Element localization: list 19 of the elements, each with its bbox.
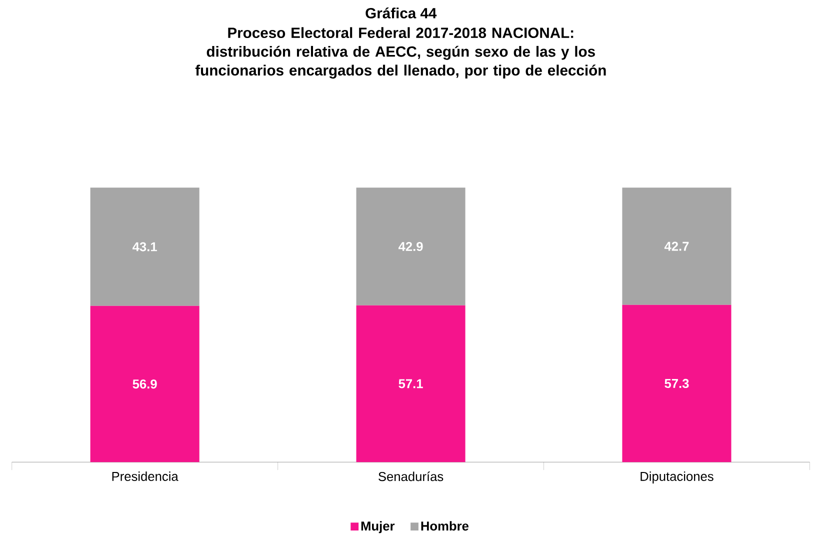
data-label: 43.1 [132,242,157,252]
x-tick-label: Diputaciones [640,472,714,484]
data-label: 42.7 [664,242,689,251]
chart-subtitle: Proceso Electoral Federal 2017-2018 NACIONAL: distribución relativa de AECC, según sexo de las y los funcionarios encargados del llenado, por tipo de elección [195,27,606,79]
legend-label: Mujer [361,521,395,534]
bar [356,305,466,462]
chart-title: Gráfica 44 [366,7,437,18]
data-label: 57.1 [398,379,423,388]
bar [90,306,200,462]
x-tick-label: Senadurías [378,472,444,482]
bar [622,304,732,462]
bar [90,188,200,306]
bar [622,188,732,305]
data-label: 42.9 [398,242,423,252]
legend-label: Hombre [421,521,468,531]
data-label: 57.3 [664,378,689,388]
bar [356,188,466,306]
x-tick-label: Presidencia [112,472,178,481]
data-label: 56.9 [132,379,157,389]
